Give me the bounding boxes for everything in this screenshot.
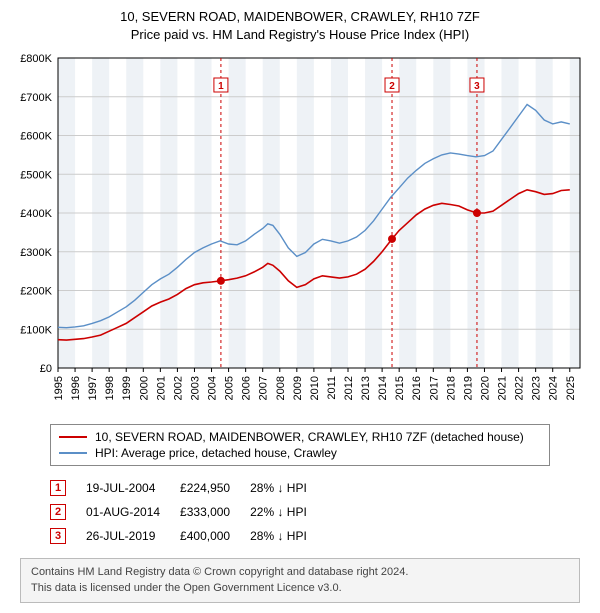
x-tick-label: 1996 — [70, 376, 82, 400]
x-tick-label: 2015 — [394, 376, 406, 400]
x-tick-label: 2025 — [565, 376, 577, 400]
x-tick-label: 1995 — [53, 376, 65, 400]
x-tick-label: 1998 — [104, 376, 116, 400]
x-tick-label: 2003 — [189, 376, 201, 400]
sales-table: 1 19-JUL-2004£224,95028% ↓ HPI 2 01-AUG-201… — [50, 476, 327, 548]
title-line-1: 10, SEVERN ROAD, MAIDENBOWER, CRAWLEY, R… — [10, 8, 590, 26]
x-tick-label: 2014 — [377, 376, 389, 400]
x-tick-label: 2019 — [462, 376, 474, 400]
y-tick-label: £600K — [20, 131, 52, 143]
x-tick-label: 2011 — [326, 376, 338, 400]
x-tick-label: 2009 — [292, 376, 304, 400]
title-line-2: Price paid vs. HM Land Registry's House … — [10, 26, 590, 44]
x-tick-label: 2016 — [411, 376, 423, 400]
x-tick-label: 2023 — [531, 376, 543, 400]
x-tick-label: 1997 — [87, 376, 99, 400]
x-tick-label: 2007 — [258, 376, 270, 400]
y-tick-label: £400K — [20, 208, 52, 220]
sale-badge: 3 — [50, 528, 66, 544]
x-tick-label: 2001 — [155, 376, 167, 400]
x-tick-label: 1999 — [121, 376, 133, 400]
legend-row: 10, SEVERN ROAD, MAIDENBOWER, CRAWLEY, R… — [59, 429, 541, 445]
sale-delta: 22% ↓ HPI — [250, 500, 327, 524]
sale-price: £224,950 — [180, 476, 250, 500]
footer-line-2: This data is licensed under the Open Gov… — [31, 581, 569, 596]
chart-area: £0 £100K £200K £300K £400K £500K £600K £700K £80… — [10, 48, 590, 418]
x-tick-label: 2010 — [309, 376, 321, 400]
x-tick-label: 2005 — [224, 376, 236, 400]
y-tick-label: £300K — [20, 247, 52, 259]
legend-label: HPI: Average price, detached house, Craw… — [95, 446, 337, 460]
sale-date: 26-JUL-2019 — [86, 524, 180, 548]
y-tick-label: £200K — [20, 286, 52, 298]
x-tick-label: 2018 — [445, 376, 457, 400]
sale-price: £400,000 — [180, 524, 250, 548]
x-tick-label: 2021 — [497, 376, 509, 400]
x-tick-label: 2020 — [479, 376, 491, 400]
sale-marker-dot — [217, 277, 225, 285]
x-tick-label: 2008 — [275, 376, 287, 400]
table-row: 3 26-JUL-2019£400,00028% ↓ HPI — [50, 524, 327, 548]
y-tick-label: £800K — [20, 53, 52, 65]
sale-marker-number: 3 — [474, 81, 480, 92]
x-tick-label: 2013 — [360, 376, 372, 400]
sale-marker-dot — [473, 209, 481, 217]
sale-price: £333,000 — [180, 500, 250, 524]
x-tick-label: 2022 — [514, 376, 526, 400]
table-row: 1 19-JUL-2004£224,95028% ↓ HPI — [50, 476, 327, 500]
sale-delta: 28% ↓ HPI — [250, 524, 327, 548]
sale-badge: 1 — [50, 480, 66, 496]
table-row: 2 01-AUG-2014£333,00022% ↓ HPI — [50, 500, 327, 524]
sale-delta: 28% ↓ HPI — [250, 476, 327, 500]
sale-marker-dot — [388, 235, 396, 243]
legend-swatch — [59, 452, 87, 454]
page-container: 10, SEVERN ROAD, MAIDENBOWER, CRAWLEY, R… — [0, 0, 600, 613]
legend-box: 10, SEVERN ROAD, MAIDENBOWER, CRAWLEY, R… — [50, 424, 550, 466]
x-tick-label: 2024 — [548, 376, 560, 400]
x-tick-label: 2000 — [138, 376, 150, 400]
chart-title-block: 10, SEVERN ROAD, MAIDENBOWER, CRAWLEY, R… — [10, 8, 590, 44]
sale-marker-number: 1 — [218, 81, 224, 92]
x-tick-label: 2006 — [241, 376, 253, 400]
y-tick-label: £500K — [20, 170, 52, 182]
sale-marker-number: 2 — [389, 81, 395, 92]
y-tick-label: £100K — [20, 325, 52, 337]
x-tick-label: 2017 — [428, 376, 440, 400]
x-ticks: 1995 1996 1997 1998 1999 2000 2001 2002 2003 2004… — [53, 368, 577, 400]
legend-label: 10, SEVERN ROAD, MAIDENBOWER, CRAWLEY, R… — [95, 430, 524, 444]
legend-swatch — [59, 436, 87, 438]
legend-row: HPI: Average price, detached house, Craw… — [59, 445, 541, 461]
x-tick-label: 2004 — [207, 376, 219, 400]
footer-attribution: Contains HM Land Registry data © Crown c… — [20, 558, 580, 603]
y-tick-label: £0 — [40, 363, 52, 375]
sale-badge: 2 — [50, 504, 66, 520]
x-tick-label: 2002 — [172, 376, 184, 400]
y-tick-label: £700K — [20, 92, 52, 104]
chart-svg: £0 £100K £200K £300K £400K £500K £600K £700K £80… — [10, 48, 590, 418]
footer-line-1: Contains HM Land Registry data © Crown c… — [31, 565, 569, 580]
sale-date: 01-AUG-2014 — [86, 500, 180, 524]
sale-date: 19-JUL-2004 — [86, 476, 180, 500]
x-tick-label: 2012 — [343, 376, 355, 400]
